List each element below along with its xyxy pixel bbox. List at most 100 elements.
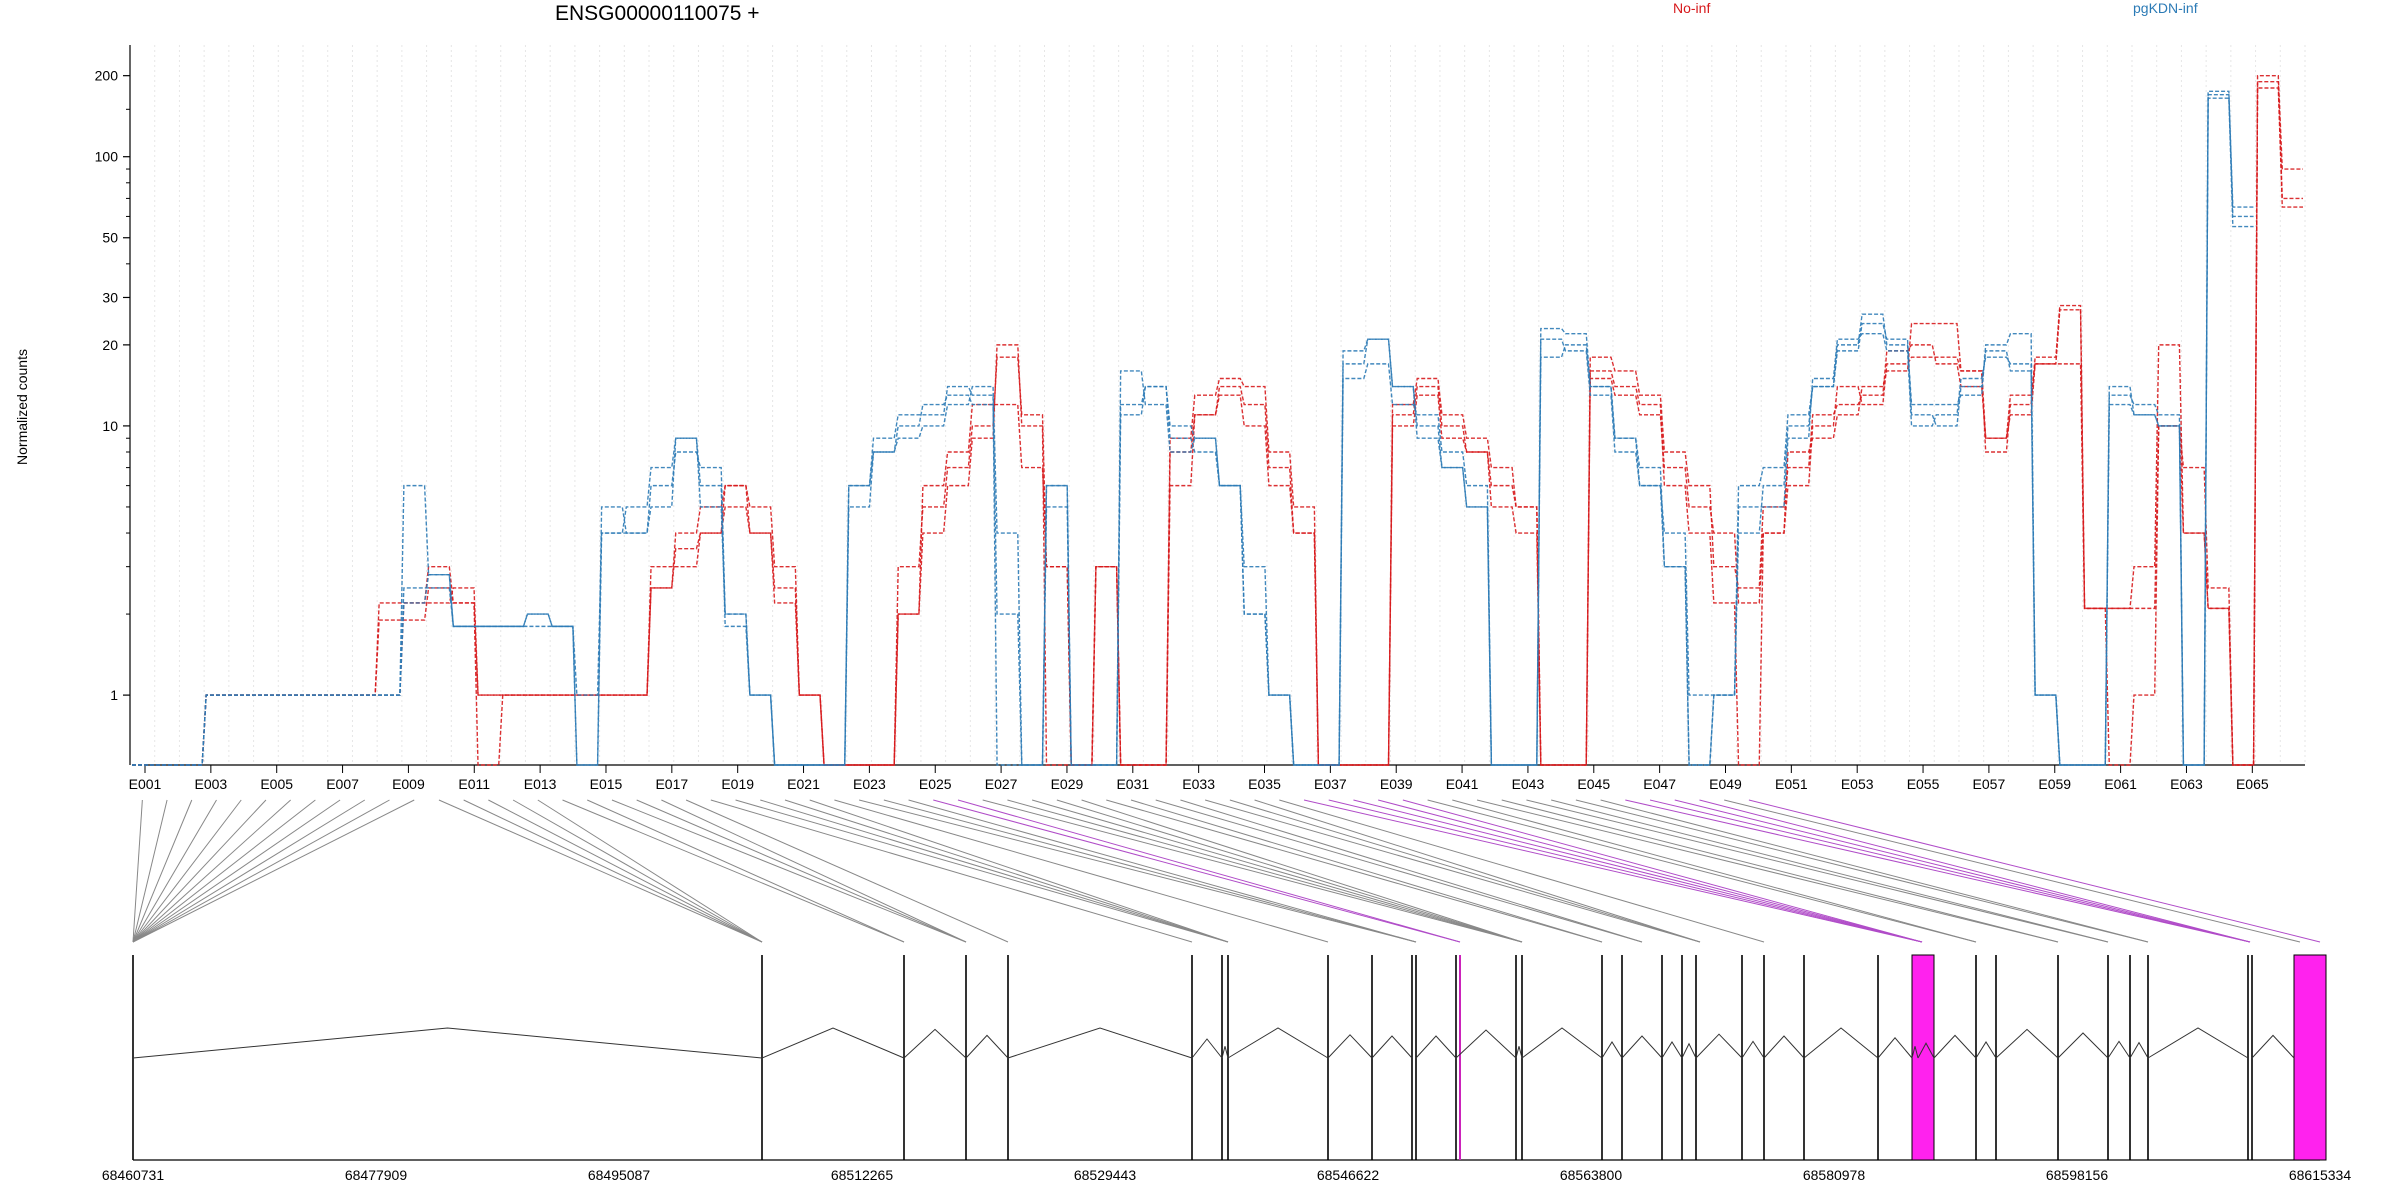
connector-line — [1378, 799, 1923, 943]
connector-line — [1649, 799, 2251, 943]
connector-line — [1551, 799, 2109, 943]
x-tick-label: E007 — [326, 776, 359, 792]
connector-line — [132, 799, 267, 943]
y-tick-label: 20 — [102, 337, 118, 353]
intron-line — [132, 1027, 763, 1059]
intron-line — [2129, 1041, 2149, 1059]
x-tick-label: E053 — [1841, 776, 1874, 792]
connector-line — [132, 799, 291, 943]
connector-line — [562, 799, 905, 943]
connector-line — [1427, 799, 1977, 943]
y-tick-label: 30 — [102, 289, 118, 305]
exon-highlight — [2293, 954, 2327, 1161]
connector-line — [1279, 799, 1765, 943]
intron-line — [1621, 1035, 1663, 1059]
genome-coord-label: 68615334 — [2289, 1167, 2352, 1183]
x-tick-label: E003 — [195, 776, 228, 792]
connector-line — [1748, 799, 2321, 943]
x-tick-label: E049 — [1709, 776, 1742, 792]
connector-line — [1081, 799, 1523, 943]
intron-line — [1455, 1029, 1517, 1059]
connector-line — [1229, 799, 1701, 943]
intron-line — [903, 1028, 967, 1059]
connector-line — [611, 799, 967, 943]
intron-line — [1371, 1035, 1413, 1059]
connector-line — [488, 799, 763, 943]
connector-line — [132, 799, 143, 943]
x-tick-label: E065 — [2236, 776, 2269, 792]
connector-line — [1328, 799, 1923, 943]
intron-line — [1007, 1027, 1193, 1059]
gene-model-track: 68460731 68477909 68495087 68512265 68529443… — [102, 954, 2352, 1183]
connector-line — [685, 799, 1009, 943]
connector-line — [1205, 799, 1701, 943]
connector-line — [1476, 799, 2059, 943]
connector-line — [587, 799, 905, 943]
exon-connectors — [132, 799, 2321, 943]
connector-line — [809, 799, 1229, 943]
connector-line — [858, 799, 1417, 943]
x-tick-label: E035 — [1248, 776, 1281, 792]
intron-line — [1601, 1041, 1623, 1059]
intron-line — [2107, 1040, 2131, 1059]
intron-line — [2147, 1027, 2249, 1059]
connector-line — [132, 799, 415, 943]
connector-line — [132, 799, 366, 943]
connector-line — [1254, 799, 1701, 943]
intron-line — [1661, 1041, 1683, 1059]
legend-no-inf: No-inf — [1673, 0, 1711, 16]
x-tick-label: E057 — [1973, 776, 2006, 792]
connector-line — [1625, 799, 2251, 943]
exon-highlight — [1911, 954, 1935, 1161]
connector-line — [661, 799, 967, 943]
connector-line — [1501, 799, 2059, 943]
x-tick-label: E011 — [458, 776, 490, 792]
x-tick-label: E055 — [1907, 776, 1940, 792]
genome-coord-label: 68477909 — [345, 1167, 408, 1183]
intron-line — [1227, 1027, 1329, 1059]
connector-line — [636, 799, 967, 943]
connector-line — [1031, 799, 1523, 943]
series-line-1 — [132, 80, 2303, 766]
connector-line — [908, 799, 1417, 943]
intron-line — [1681, 1042, 1697, 1059]
x-tick-label: E021 — [787, 776, 820, 792]
connector-line — [957, 799, 1461, 943]
intron-line — [1763, 1035, 1805, 1059]
connector-line — [1007, 799, 1523, 943]
x-tick-label: E019 — [721, 776, 754, 792]
x-tick-label: E045 — [1577, 776, 1610, 792]
genome-coord-label: 68580978 — [1803, 1167, 1866, 1183]
connector-line — [132, 799, 193, 943]
connector-line — [132, 799, 390, 943]
x-tick-label: E043 — [1512, 776, 1545, 792]
intron-line — [1975, 1041, 1997, 1059]
connector-line — [1353, 799, 1923, 943]
connector-line — [784, 799, 1229, 943]
connector-line — [1130, 799, 1603, 943]
intron-line — [1521, 1027, 1603, 1059]
x-tick-label: E015 — [590, 776, 623, 792]
intron-line — [1995, 1028, 2059, 1059]
connector-line — [883, 799, 1417, 943]
genome-coord-label: 68460731 — [102, 1167, 165, 1183]
connector-line — [537, 799, 763, 943]
connector-line — [933, 799, 1461, 943]
genome-coord-label: 68546622 — [1317, 1167, 1380, 1183]
connector-line — [463, 799, 763, 943]
connector-line — [1056, 799, 1523, 943]
connector-line — [132, 799, 341, 943]
x-tick-label: E017 — [655, 776, 688, 792]
connector-line — [132, 799, 316, 943]
y-tick-label: 200 — [95, 68, 119, 84]
connector-line — [512, 799, 763, 943]
connector-line — [1526, 799, 2109, 943]
genome-coord-label: 68529443 — [1074, 1167, 1137, 1183]
intron-line — [1741, 1040, 1765, 1059]
series-line-2 — [132, 87, 2303, 766]
x-tick-label: E029 — [1051, 776, 1084, 792]
x-tick-label: E023 — [853, 776, 886, 792]
chart-axes: 1 10 20 30 50 100 200 E001 E003 E005 E007 E009 E011 E… — [95, 45, 2305, 792]
connector-line — [1106, 799, 1603, 943]
connector-line — [834, 799, 1329, 943]
